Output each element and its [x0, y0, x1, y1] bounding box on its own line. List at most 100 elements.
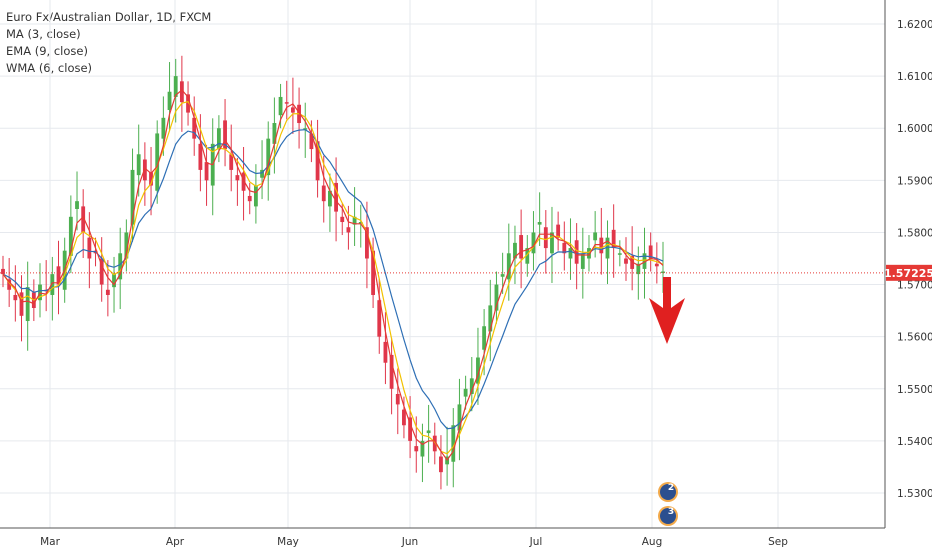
candle-body [7, 279, 12, 290]
candle-body [13, 294, 18, 301]
candle-body [186, 94, 190, 113]
indicator-wma-label[interactable]: WMA (6, close) [6, 61, 93, 75]
candle-body [105, 289, 110, 295]
event-count: 2 [668, 483, 674, 493]
globe-icon[interactable] [660, 508, 676, 524]
candle-body [556, 224, 561, 238]
candle-body [112, 274, 116, 288]
candle-body [463, 388, 468, 397]
candle-body [371, 250, 376, 295]
candle-body [81, 206, 86, 233]
candle-body [636, 263, 641, 275]
bearish-arrow-icon [649, 277, 685, 344]
candle-body [506, 253, 511, 280]
candle-body [624, 258, 628, 264]
x-tick-label: Aug [642, 536, 663, 548]
candle-body [469, 378, 474, 394]
globe-icon[interactable] [660, 484, 676, 500]
candle-body [167, 91, 172, 110]
indicator-ma-label[interactable]: MA (3, close) [6, 27, 81, 41]
candle-body [1, 268, 5, 275]
candle-body [75, 201, 79, 209]
candle-body [130, 169, 135, 225]
candle-body [500, 274, 505, 277]
y-tick-label: 1.62000 [897, 19, 932, 31]
candle-body [574, 240, 579, 264]
candle-body [136, 154, 141, 176]
candle-body [617, 253, 622, 255]
candle-body [580, 253, 585, 269]
candle-body [605, 237, 610, 259]
candle-body [358, 222, 363, 224]
candle-body [260, 169, 264, 178]
candle-body [543, 227, 548, 249]
candle-body [266, 138, 271, 176]
x-tick-label: May [277, 536, 299, 548]
candle-body [328, 190, 332, 207]
y-tick-label: 1.53000 [897, 488, 932, 500]
candle-body [513, 242, 517, 259]
candle-body [223, 120, 227, 150]
candle-body [204, 162, 209, 181]
candle-body [482, 326, 487, 350]
candle-body [38, 284, 42, 301]
candle-body [50, 274, 55, 295]
candle-body [68, 216, 73, 256]
candle-body [432, 435, 437, 452]
candle-body [661, 271, 665, 274]
candle-body [395, 393, 400, 405]
chart-legend: Euro Fx/Australian Dollar, 1D, FXCM MA (… [6, 9, 211, 77]
candle-body [247, 195, 252, 202]
candle-body [451, 425, 456, 462]
candle-body [334, 182, 338, 212]
candle-body [408, 417, 413, 441]
ma-line [2, 89, 664, 462]
x-tick-label: Apr [166, 536, 185, 548]
candle-body [192, 117, 197, 139]
y-tick-label: 1.57000 [897, 280, 932, 292]
candle-body [654, 263, 659, 267]
indicator-ema-label[interactable]: EMA (9, close) [6, 44, 88, 58]
candle-body [235, 175, 240, 181]
candle-body [173, 76, 178, 97]
candle-body [593, 232, 598, 241]
candle-body [587, 248, 591, 259]
wma-line [2, 101, 664, 455]
candle-body [439, 456, 443, 473]
candle-body [278, 96, 283, 116]
x-tick-label: Sep [768, 536, 788, 548]
candle-body [346, 227, 351, 233]
candle-body [426, 430, 431, 434]
candle-body [87, 237, 92, 259]
candle-body [315, 141, 320, 181]
candle-body [352, 216, 357, 225]
candle-body [525, 248, 530, 264]
candle-body [365, 227, 369, 259]
candle-body [290, 107, 295, 113]
x-tick-label: Jun [401, 536, 418, 548]
candle-body [179, 81, 184, 103]
candle-body [272, 123, 277, 144]
candle-body [321, 185, 326, 202]
candle-body [648, 245, 653, 259]
candle-body [531, 232, 536, 254]
candle-body [568, 248, 573, 259]
candle-body [253, 185, 258, 207]
candle-body [118, 253, 123, 280]
y-tick-label: 1.56000 [897, 332, 932, 344]
candle-body [340, 216, 345, 223]
candle-body [56, 266, 61, 285]
candle-body [550, 232, 554, 254]
y-tick-label: 1.55000 [897, 384, 932, 396]
candle-body [161, 117, 166, 139]
candle-body [99, 258, 104, 285]
y-tick-label: 1.54000 [897, 436, 932, 448]
candle-body [383, 341, 388, 363]
y-tick-label: 1.61000 [897, 71, 932, 83]
candle-body [149, 172, 153, 186]
y-tick-label: 1.60000 [897, 123, 932, 135]
candle-body [519, 235, 524, 259]
candle-body [25, 287, 30, 322]
candle-body [284, 102, 289, 104]
